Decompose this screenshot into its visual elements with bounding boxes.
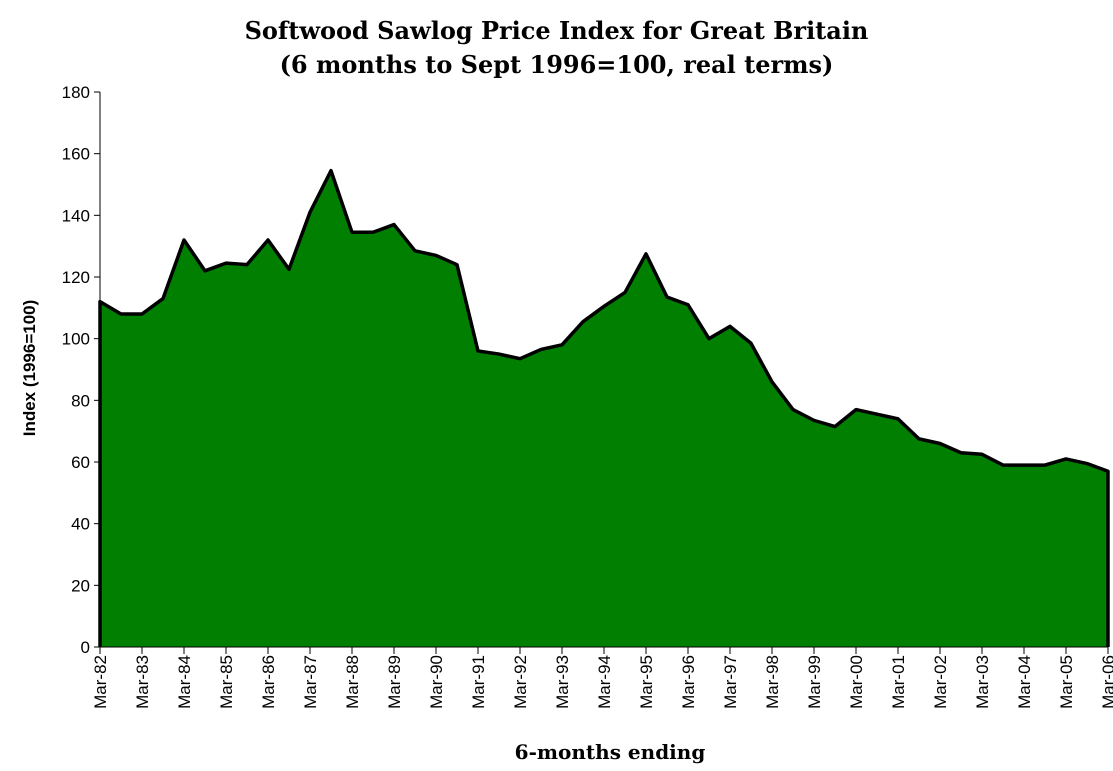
x-tick-label: Mar-85: [217, 655, 236, 709]
x-tick-label: Mar-82: [91, 655, 110, 709]
x-tick-label: Mar-89: [385, 655, 404, 709]
chart-subtitle: (6 months to Sept 1996=100, real terms): [279, 50, 834, 79]
x-tick-label: Mar-92: [511, 655, 530, 709]
x-tick-label: Mar-06: [1099, 655, 1113, 709]
series-area-fill: [100, 170, 1108, 647]
x-tick-label: Mar-00: [847, 655, 866, 709]
y-tick-label: 140: [62, 206, 90, 225]
x-tick-label: Mar-86: [259, 655, 278, 709]
x-tick-label: Mar-90: [427, 655, 446, 709]
y-axis-label: Index (1996=100): [20, 299, 39, 437]
y-tick-label: 160: [62, 145, 90, 164]
x-tick-label: Mar-03: [973, 655, 992, 709]
x-tick-label: Mar-95: [637, 655, 656, 709]
x-tick-label: Mar-91: [469, 655, 488, 709]
y-tick-label: 120: [62, 268, 90, 287]
y-tick-label: 40: [71, 515, 90, 534]
y-tick-label: 60: [71, 453, 90, 472]
x-tick-label: Mar-97: [721, 655, 740, 709]
x-tick-label: Mar-04: [1015, 655, 1034, 709]
x-tick-label: Mar-01: [889, 655, 908, 709]
x-tick-label: Mar-96: [679, 655, 698, 709]
chart-title: Softwood Sawlog Price Index for Great Br…: [244, 16, 869, 45]
y-tick-label: 20: [71, 576, 90, 595]
y-tick-label: 0: [81, 638, 90, 657]
x-tick-label: Mar-02: [931, 655, 950, 709]
y-tick-label: 80: [71, 391, 90, 410]
x-tick-label: Mar-87: [301, 655, 320, 709]
x-tick-label: Mar-94: [595, 655, 614, 709]
chart-title-block: Softwood Sawlog Price Index for Great Br…: [0, 14, 1113, 82]
x-tick-label: Mar-83: [133, 655, 152, 709]
y-tick-label: 180: [62, 83, 90, 102]
x-tick-label: Mar-88: [343, 655, 362, 709]
x-tick-label: Mar-99: [805, 655, 824, 709]
x-axis-label: 6-months ending: [514, 740, 706, 764]
x-tick-label: Mar-98: [763, 655, 782, 709]
x-tick-label: Mar-84: [175, 655, 194, 709]
x-tick-label: Mar-93: [553, 655, 572, 709]
x-tick-label: Mar-05: [1057, 655, 1076, 709]
y-tick-label: 100: [62, 330, 90, 349]
series-line: [98, 168, 1110, 647]
